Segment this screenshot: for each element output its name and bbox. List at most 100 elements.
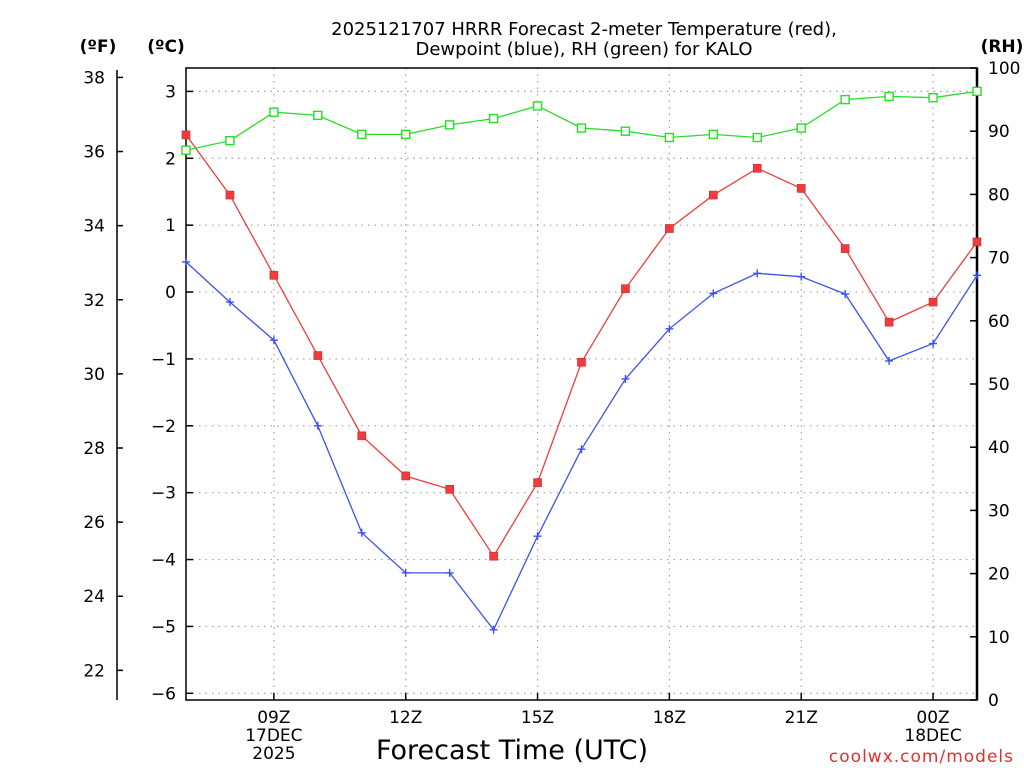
source-credit: coolwx.com/models (829, 747, 1014, 767)
data-point (885, 356, 894, 365)
data-point (445, 485, 454, 494)
grid-lines (186, 68, 977, 700)
data-point (884, 317, 894, 327)
data-point (972, 86, 982, 97)
data-point (620, 126, 631, 136)
data-point (488, 113, 499, 124)
chart-title-line-2: Dewpoint (blue), RH (green) for KALO (415, 39, 752, 60)
data-point (665, 324, 674, 333)
rh-tick-label: 30 (988, 501, 1010, 521)
data-point (401, 471, 411, 481)
data-point (972, 237, 982, 247)
data-point (401, 568, 410, 577)
data-point (357, 528, 366, 537)
data-point (181, 130, 191, 140)
data-point (796, 123, 806, 133)
x-tick-label: 17DEC (245, 726, 302, 746)
data-point (445, 568, 454, 577)
x-tick-label: 21Z (785, 708, 818, 728)
x-tick-label: 12Z (389, 708, 422, 728)
data-point (709, 190, 718, 200)
data-point (225, 190, 235, 200)
fahrenheit-tick-label: 38 (83, 68, 105, 88)
fahrenheit-tick-label: 24 (83, 587, 105, 607)
data-point (577, 357, 586, 367)
data-point (489, 551, 498, 561)
data-point (269, 271, 279, 280)
data-series (181, 86, 982, 634)
fahrenheit-tick-label: 36 (83, 143, 105, 163)
data-point (401, 129, 411, 140)
x-axis-label: Forecast Time (UTC) (376, 735, 648, 766)
data-point (533, 532, 542, 541)
rh-tick-label: 40 (988, 438, 1010, 458)
data-point (269, 107, 279, 117)
fahrenheit-tick-label: 32 (83, 291, 105, 311)
rh-tick-label: 90 (988, 122, 1010, 142)
data-point (840, 244, 850, 253)
fahrenheit-tick-label: 26 (83, 513, 105, 533)
rh-tick-label: 20 (988, 565, 1010, 585)
data-point (928, 93, 938, 103)
celsius-tick-label: 3 (165, 82, 176, 102)
rh-tick-label: 80 (988, 185, 1010, 205)
data-point (489, 625, 498, 634)
data-point (269, 336, 278, 345)
plot-frame (185, 67, 978, 701)
data-point (840, 94, 850, 105)
fahrenheit-tick-label: 34 (83, 217, 105, 237)
data-point (928, 297, 938, 307)
data-point (444, 120, 455, 130)
celsius-tick-label: −2 (151, 417, 176, 437)
data-point (752, 164, 762, 173)
series-temperature-c (181, 130, 982, 561)
data-point (665, 224, 674, 233)
rh-tick-label: 10 (988, 628, 1010, 648)
data-point (796, 184, 806, 193)
celsius-tick-label: 2 (165, 149, 176, 169)
data-point (533, 478, 542, 487)
data-point (182, 257, 190, 266)
x-tick-label: 09Z (257, 708, 290, 728)
data-point (621, 374, 630, 383)
data-point (621, 284, 630, 293)
celsius-tick-label: 0 (165, 283, 176, 303)
rh-tick-label: 0 (988, 691, 999, 711)
data-point (752, 132, 762, 143)
celsius-unit-label: (ºC) (147, 37, 185, 57)
x-tick-label: 00Z (916, 708, 949, 728)
data-point (884, 91, 894, 102)
data-point (664, 132, 675, 143)
x-tick-label: 18DEC (904, 726, 961, 746)
data-point (313, 110, 323, 121)
celsius-tick-label: 1 (165, 216, 176, 236)
data-point (797, 272, 806, 281)
fahrenheit-tick-label: 28 (83, 439, 105, 459)
data-point (181, 145, 191, 155)
data-point (225, 135, 235, 146)
rh-tick-label: 60 (988, 312, 1010, 332)
rh-tick-label: 100 (988, 59, 1020, 79)
fahrenheit-tick-label: 30 (83, 365, 105, 385)
axes: 222426283032343638−6−5−4−3−2−10123010203… (83, 59, 1020, 764)
series-line (185, 90, 978, 151)
celsius-tick-label: −5 (151, 617, 176, 637)
rh-unit-label: (RH) (981, 37, 1024, 57)
series-line (185, 134, 978, 558)
rh-tick-label: 70 (988, 249, 1010, 269)
data-point (357, 129, 367, 140)
data-point (708, 129, 719, 140)
data-point (313, 351, 323, 360)
data-point (973, 271, 981, 280)
chart-title-line-1: 2025121707 HRRR Forecast 2-meter Tempera… (331, 19, 837, 40)
data-point (841, 290, 850, 299)
celsius-tick-label: −1 (151, 350, 176, 370)
x-tick-label: 18Z (653, 708, 686, 728)
fahrenheit-tick-label: 22 (83, 661, 105, 681)
series-rh (181, 86, 982, 155)
celsius-tick-label: −6 (151, 684, 176, 704)
data-point (753, 269, 762, 278)
data-point (357, 431, 367, 441)
x-tick-label: 15Z (521, 708, 554, 728)
